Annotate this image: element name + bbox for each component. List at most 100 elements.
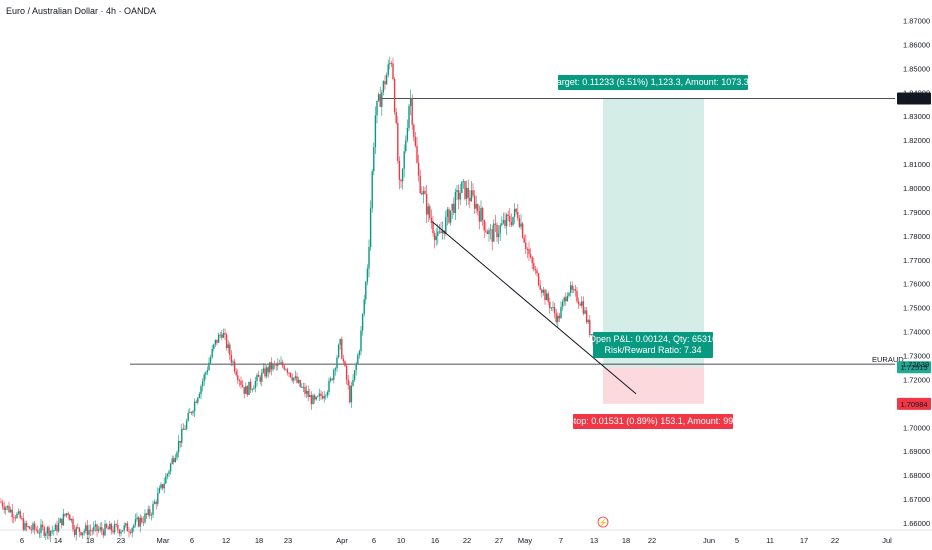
candle-body	[358, 351, 361, 355]
candle-body	[321, 396, 324, 399]
candle-body	[62, 513, 65, 526]
candle-body	[336, 357, 338, 369]
candle-body	[494, 223, 497, 225]
candle-body	[182, 428, 185, 430]
candle-body	[229, 344, 231, 355]
candle-body	[515, 208, 517, 212]
candle-body	[121, 530, 124, 532]
candle-body	[30, 529, 33, 530]
candle-body	[387, 64, 389, 76]
candle-body	[449, 210, 452, 223]
candle-body	[398, 160, 401, 180]
candle-body	[337, 344, 340, 358]
candle-body	[275, 364, 277, 366]
candle-body	[192, 411, 194, 414]
candle-body	[173, 458, 175, 463]
candle-body	[385, 75, 388, 85]
x-tick-label: Mar	[157, 536, 170, 545]
candle-body	[110, 523, 113, 531]
trendline	[431, 221, 637, 395]
candle-body	[377, 94, 380, 101]
candle-body	[406, 127, 409, 141]
candle-body	[464, 181, 466, 199]
candle-body	[101, 527, 103, 531]
candle-body	[169, 463, 172, 472]
candle-body	[365, 282, 367, 300]
candle-body	[542, 289, 545, 293]
candle-body	[150, 514, 153, 516]
candle-body	[267, 367, 269, 373]
candle-body	[13, 517, 15, 518]
x-tick-label: Jun	[703, 536, 715, 545]
candle-body	[78, 527, 81, 532]
candle-body	[432, 223, 434, 234]
chart-title: Euro / Australian Dollar · 4h · OANDA	[6, 6, 157, 16]
candle-body	[318, 393, 321, 397]
candle-body	[462, 181, 465, 182]
candle-body	[56, 524, 58, 532]
candle-body	[345, 366, 348, 380]
candle-body	[65, 513, 68, 516]
candle-body	[9, 509, 12, 513]
candle-body	[217, 334, 220, 343]
y-tick-label: 1.73000	[903, 352, 930, 361]
candle-body	[200, 386, 202, 395]
x-tick-label: 18	[255, 536, 263, 545]
candle-body	[501, 223, 503, 226]
candle-body	[27, 526, 29, 528]
candle-body	[61, 518, 63, 526]
y-tick-label: 1.77000	[903, 256, 930, 265]
candle-body	[16, 513, 18, 519]
candle-body	[120, 531, 122, 534]
candle-body	[126, 523, 129, 532]
candle-body	[485, 230, 487, 232]
candle-body	[371, 171, 373, 209]
target-zone	[603, 98, 704, 368]
candle-body	[341, 338, 343, 359]
candle-body	[190, 412, 193, 414]
x-tick-label: 10	[397, 536, 405, 545]
candle-body	[24, 523, 26, 530]
x-tick-label: Apr	[336, 536, 348, 545]
candle-body	[262, 368, 265, 373]
candle-body	[54, 524, 57, 531]
x-tick-label: 6	[190, 536, 194, 545]
candle-body	[286, 369, 289, 373]
candle-body	[1, 502, 4, 507]
candle-body	[413, 124, 415, 137]
candle-body	[325, 395, 327, 397]
x-tick-label: May	[518, 536, 532, 545]
candle-body	[163, 483, 165, 489]
candle-body	[249, 381, 252, 390]
stop-zone	[603, 367, 704, 404]
candle-body	[552, 307, 554, 308]
x-tick-label: 22	[648, 536, 656, 545]
candle-body	[251, 389, 253, 391]
y-tick-label: 1.81000	[903, 160, 930, 169]
candle-body	[427, 206, 429, 215]
candle-body	[70, 518, 73, 521]
candle-body	[513, 208, 516, 217]
candle-body	[517, 211, 519, 219]
candle-body	[579, 304, 581, 306]
candle-body	[219, 334, 221, 336]
candle-body	[5, 507, 7, 511]
candle-body	[461, 181, 463, 193]
candle-body	[233, 361, 236, 372]
candle-body	[448, 209, 450, 223]
x-tick-label: 27	[495, 536, 503, 545]
candle-body	[395, 112, 397, 123]
y-tick-label: 1.78000	[903, 232, 930, 241]
support-value-label: 1.72639	[902, 360, 929, 369]
candle-body	[352, 379, 354, 386]
candle-body	[211, 348, 213, 358]
candle-body	[353, 370, 356, 380]
candle-body	[347, 379, 349, 386]
candle-body	[350, 385, 353, 403]
candle-body	[438, 231, 441, 233]
candle-body	[317, 396, 319, 397]
candle-body	[165, 476, 167, 484]
candle-body	[478, 211, 481, 222]
